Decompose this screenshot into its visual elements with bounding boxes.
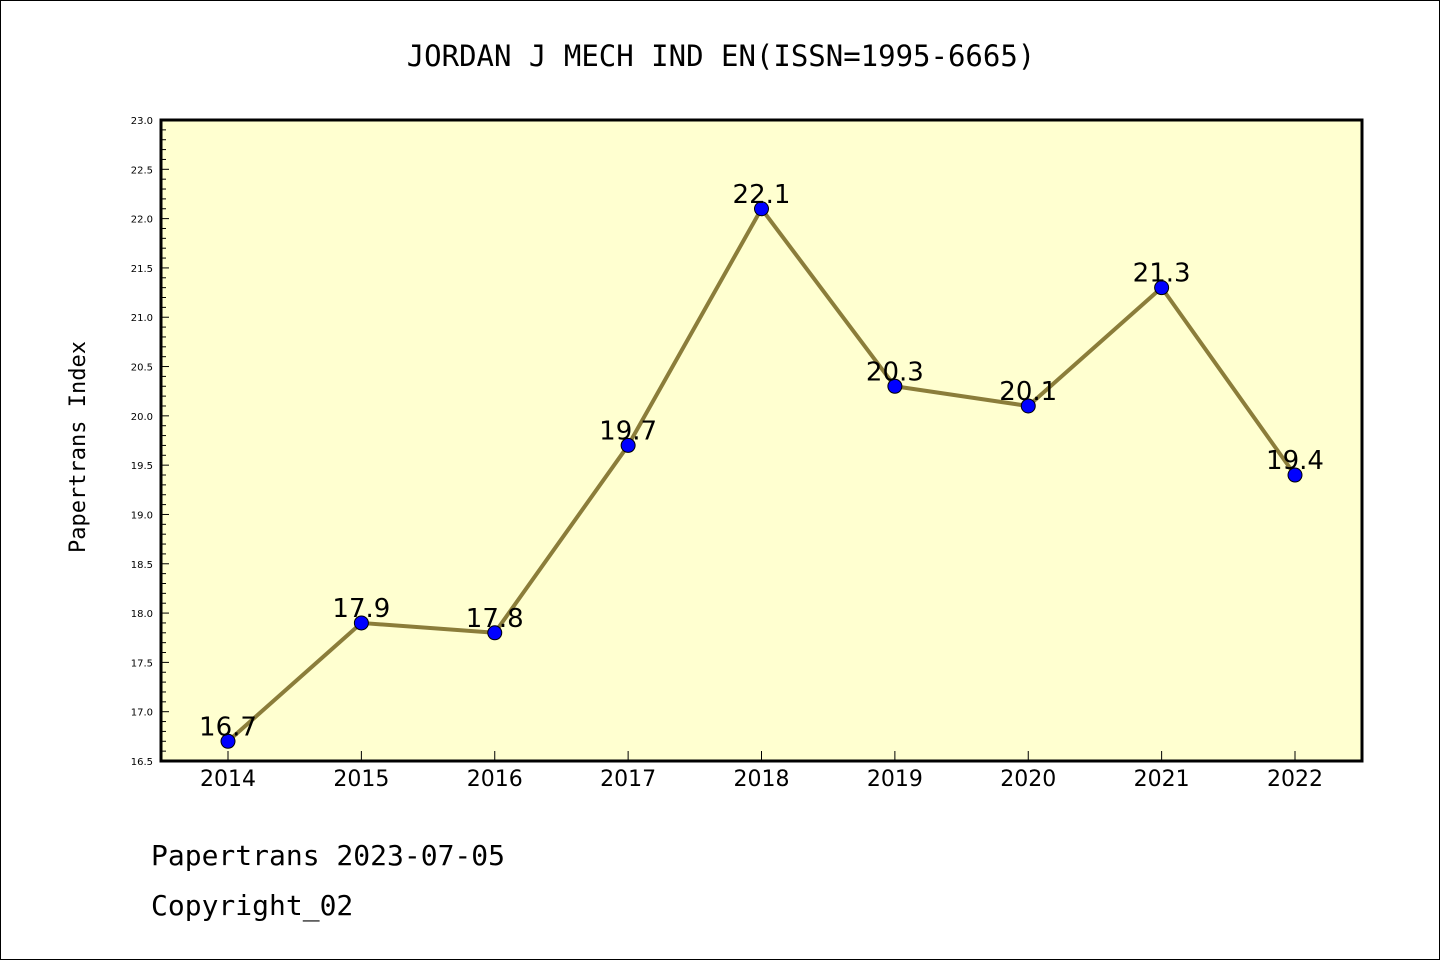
y-tick-label: 20.5 bbox=[131, 363, 153, 374]
data-point-marker bbox=[1020, 398, 1036, 414]
y-tick-label: 17.5 bbox=[131, 658, 153, 669]
x-tick-label: 2021 bbox=[1134, 767, 1190, 792]
data-label: 19.4 bbox=[1266, 446, 1324, 476]
y-axis-label: Papertrans Index bbox=[66, 341, 91, 553]
data-point-marker bbox=[620, 437, 636, 453]
x-tick-label: 2019 bbox=[867, 767, 923, 792]
data-label: 16.7 bbox=[199, 712, 257, 742]
x-tick-label: 2020 bbox=[1000, 767, 1056, 792]
data-label: 20.3 bbox=[866, 357, 924, 387]
data-point-marker bbox=[1154, 280, 1170, 296]
y-tick-label: 22.0 bbox=[131, 215, 153, 226]
data-point-marker bbox=[887, 378, 903, 394]
y-tick-label: 18.0 bbox=[131, 609, 153, 620]
data-label: 20.1 bbox=[999, 377, 1057, 407]
y-tick-label: 19.5 bbox=[131, 461, 153, 472]
y-tick-label: 17.0 bbox=[131, 708, 153, 719]
data-label: 17.9 bbox=[332, 594, 390, 624]
data-point-marker bbox=[487, 625, 503, 641]
y-axis-ticks: 16.5 17.0 17.5 18.0 18.5 19.0 19.5 20.0 20.5 21.0… bbox=[131, 116, 169, 768]
y-tick-label: 20.0 bbox=[131, 412, 153, 423]
footer-date-line: Papertrans 2023-07-05 bbox=[151, 839, 505, 872]
x-tick-label: 2016 bbox=[467, 767, 523, 792]
y-tick-label: 16.5 bbox=[131, 757, 153, 768]
y-tick-label: 21.0 bbox=[131, 313, 153, 324]
x-tick-label: 2017 bbox=[600, 767, 656, 792]
data-label: 17.8 bbox=[466, 604, 524, 634]
y-tick-label: 19.0 bbox=[131, 510, 153, 521]
x-axis-ticks: 2014 2015 2016 2017 2018 2019 2020 2021 2022 bbox=[200, 751, 1323, 792]
data-point-marker bbox=[353, 615, 369, 631]
data-label-group: 16.7 17.9 17.8 19.7 22.1 20.3 20.1 21.3 19.4 bbox=[199, 180, 1324, 743]
footer-copyright-line: Copyright_02 bbox=[151, 889, 353, 923]
data-label: 21.3 bbox=[1133, 259, 1191, 289]
data-point-marker bbox=[754, 201, 769, 217]
y-tick-label: 21.5 bbox=[131, 264, 153, 275]
y-tick-label: 23.0 bbox=[131, 116, 153, 127]
data-point-marker bbox=[220, 733, 236, 749]
x-tick-label: 2022 bbox=[1267, 767, 1323, 792]
x-tick-label: 2015 bbox=[333, 767, 389, 792]
data-label: 22.1 bbox=[733, 180, 791, 210]
marker-group bbox=[220, 201, 1303, 749]
chart-title: JORDAN J MECH IND EN(ISSN=1995-6665) bbox=[407, 39, 1036, 73]
y-tick-label: 18.5 bbox=[131, 560, 153, 571]
y-tick-label: 22.5 bbox=[131, 165, 153, 176]
plot-area bbox=[159, 118, 1364, 763]
data-point-marker bbox=[1287, 467, 1303, 483]
x-tick-label: 2018 bbox=[734, 767, 790, 792]
data-label: 19.7 bbox=[599, 416, 657, 446]
x-tick-label: 2014 bbox=[200, 767, 256, 792]
